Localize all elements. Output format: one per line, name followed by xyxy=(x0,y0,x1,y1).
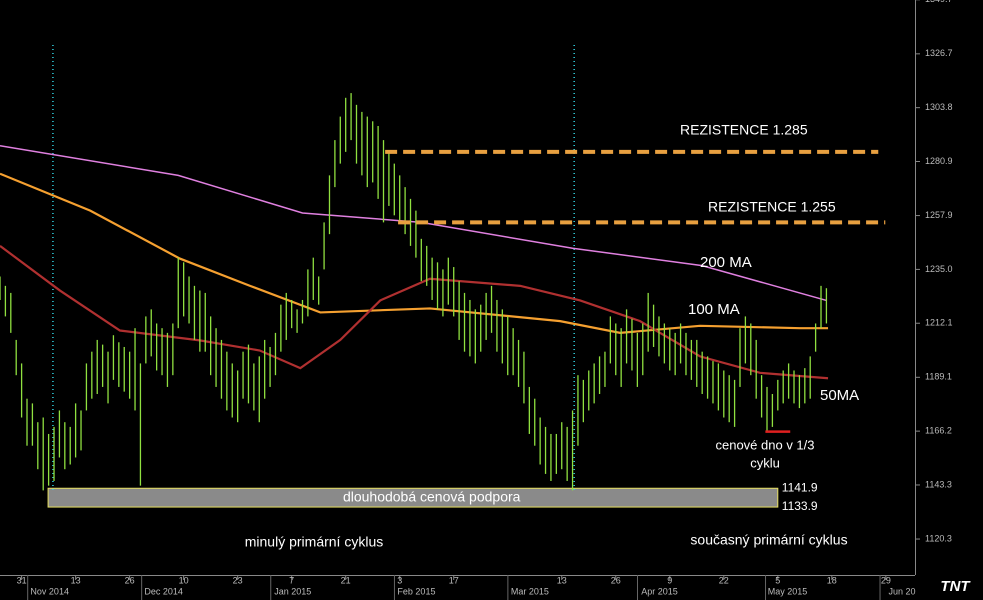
y-tick-label: 1235.0 xyxy=(925,264,953,274)
ma-label: 100 MA xyxy=(688,301,740,318)
x-tick-label: 13 xyxy=(71,575,81,585)
x-tick-label: 26 xyxy=(125,575,135,585)
x-tick-label: 10 xyxy=(179,575,189,585)
y-tick-label: 1120.3 xyxy=(925,533,952,543)
support-label: dlouhodobá cenová podpora xyxy=(343,488,521,504)
x-tick-label: 23 xyxy=(233,575,243,585)
ma-label: 50MA xyxy=(820,387,859,404)
x-tick-label: 18 xyxy=(827,575,837,585)
y-tick-label: 1143.3 xyxy=(925,479,952,489)
month-label: Apr 2015 xyxy=(641,586,678,596)
moving-average xyxy=(0,172,829,334)
y-tick-label: 1326.7 xyxy=(925,48,953,58)
x-tick-label: 3 xyxy=(397,575,402,585)
resistance-label: REZISTENCE 1.255 xyxy=(708,199,836,215)
support-value: 1141.9 xyxy=(782,480,818,494)
x-tick-label: 22 xyxy=(719,575,729,585)
bottom-label: cyklu xyxy=(750,455,780,470)
y-tick-label: 1189.1 xyxy=(925,372,952,382)
y-tick-label: 1212.1 xyxy=(925,318,953,328)
month-label: Jun 20 xyxy=(889,586,916,596)
cycle-label: současný primární cyklus xyxy=(690,532,847,548)
resistance-label: REZISTENCE 1.285 xyxy=(680,122,808,138)
x-tick-label: 26 xyxy=(611,575,621,585)
y-tick-label: 1303.8 xyxy=(925,102,953,112)
ma-label: 200 MA xyxy=(700,254,752,271)
month-label: Dec 2014 xyxy=(144,586,183,596)
month-label: Mar 2015 xyxy=(511,586,549,596)
cycle-label: minulý primární cyklus xyxy=(245,534,383,550)
month-label: Feb 2015 xyxy=(397,586,435,596)
x-tick-label: 9 xyxy=(667,575,672,585)
y-tick-label: 1257.9 xyxy=(925,210,953,220)
month-label: May 2015 xyxy=(768,586,808,596)
y-tick-label: 1166.2 xyxy=(925,426,952,436)
x-tick-label: 29 xyxy=(881,575,891,585)
logo: TNT xyxy=(940,578,971,595)
bottom-label: cenové dno v 1/3 xyxy=(715,437,814,452)
support-band xyxy=(47,487,779,508)
y-tick-label: 1349.7 xyxy=(925,0,953,4)
y-tick-label: 1280.9 xyxy=(925,156,953,166)
support-value: 1133.9 xyxy=(782,499,818,513)
month-label: Jan 2015 xyxy=(274,586,311,596)
x-tick-label: 31 xyxy=(17,575,27,585)
x-tick-label: 21 xyxy=(341,575,351,585)
month-label: Nov 2014 xyxy=(30,586,69,596)
x-tick-label: 7 xyxy=(289,575,294,585)
x-tick-label: 17 xyxy=(449,575,459,585)
x-tick-label: 13 xyxy=(557,575,567,585)
x-tick-label: 5 xyxy=(775,575,780,585)
